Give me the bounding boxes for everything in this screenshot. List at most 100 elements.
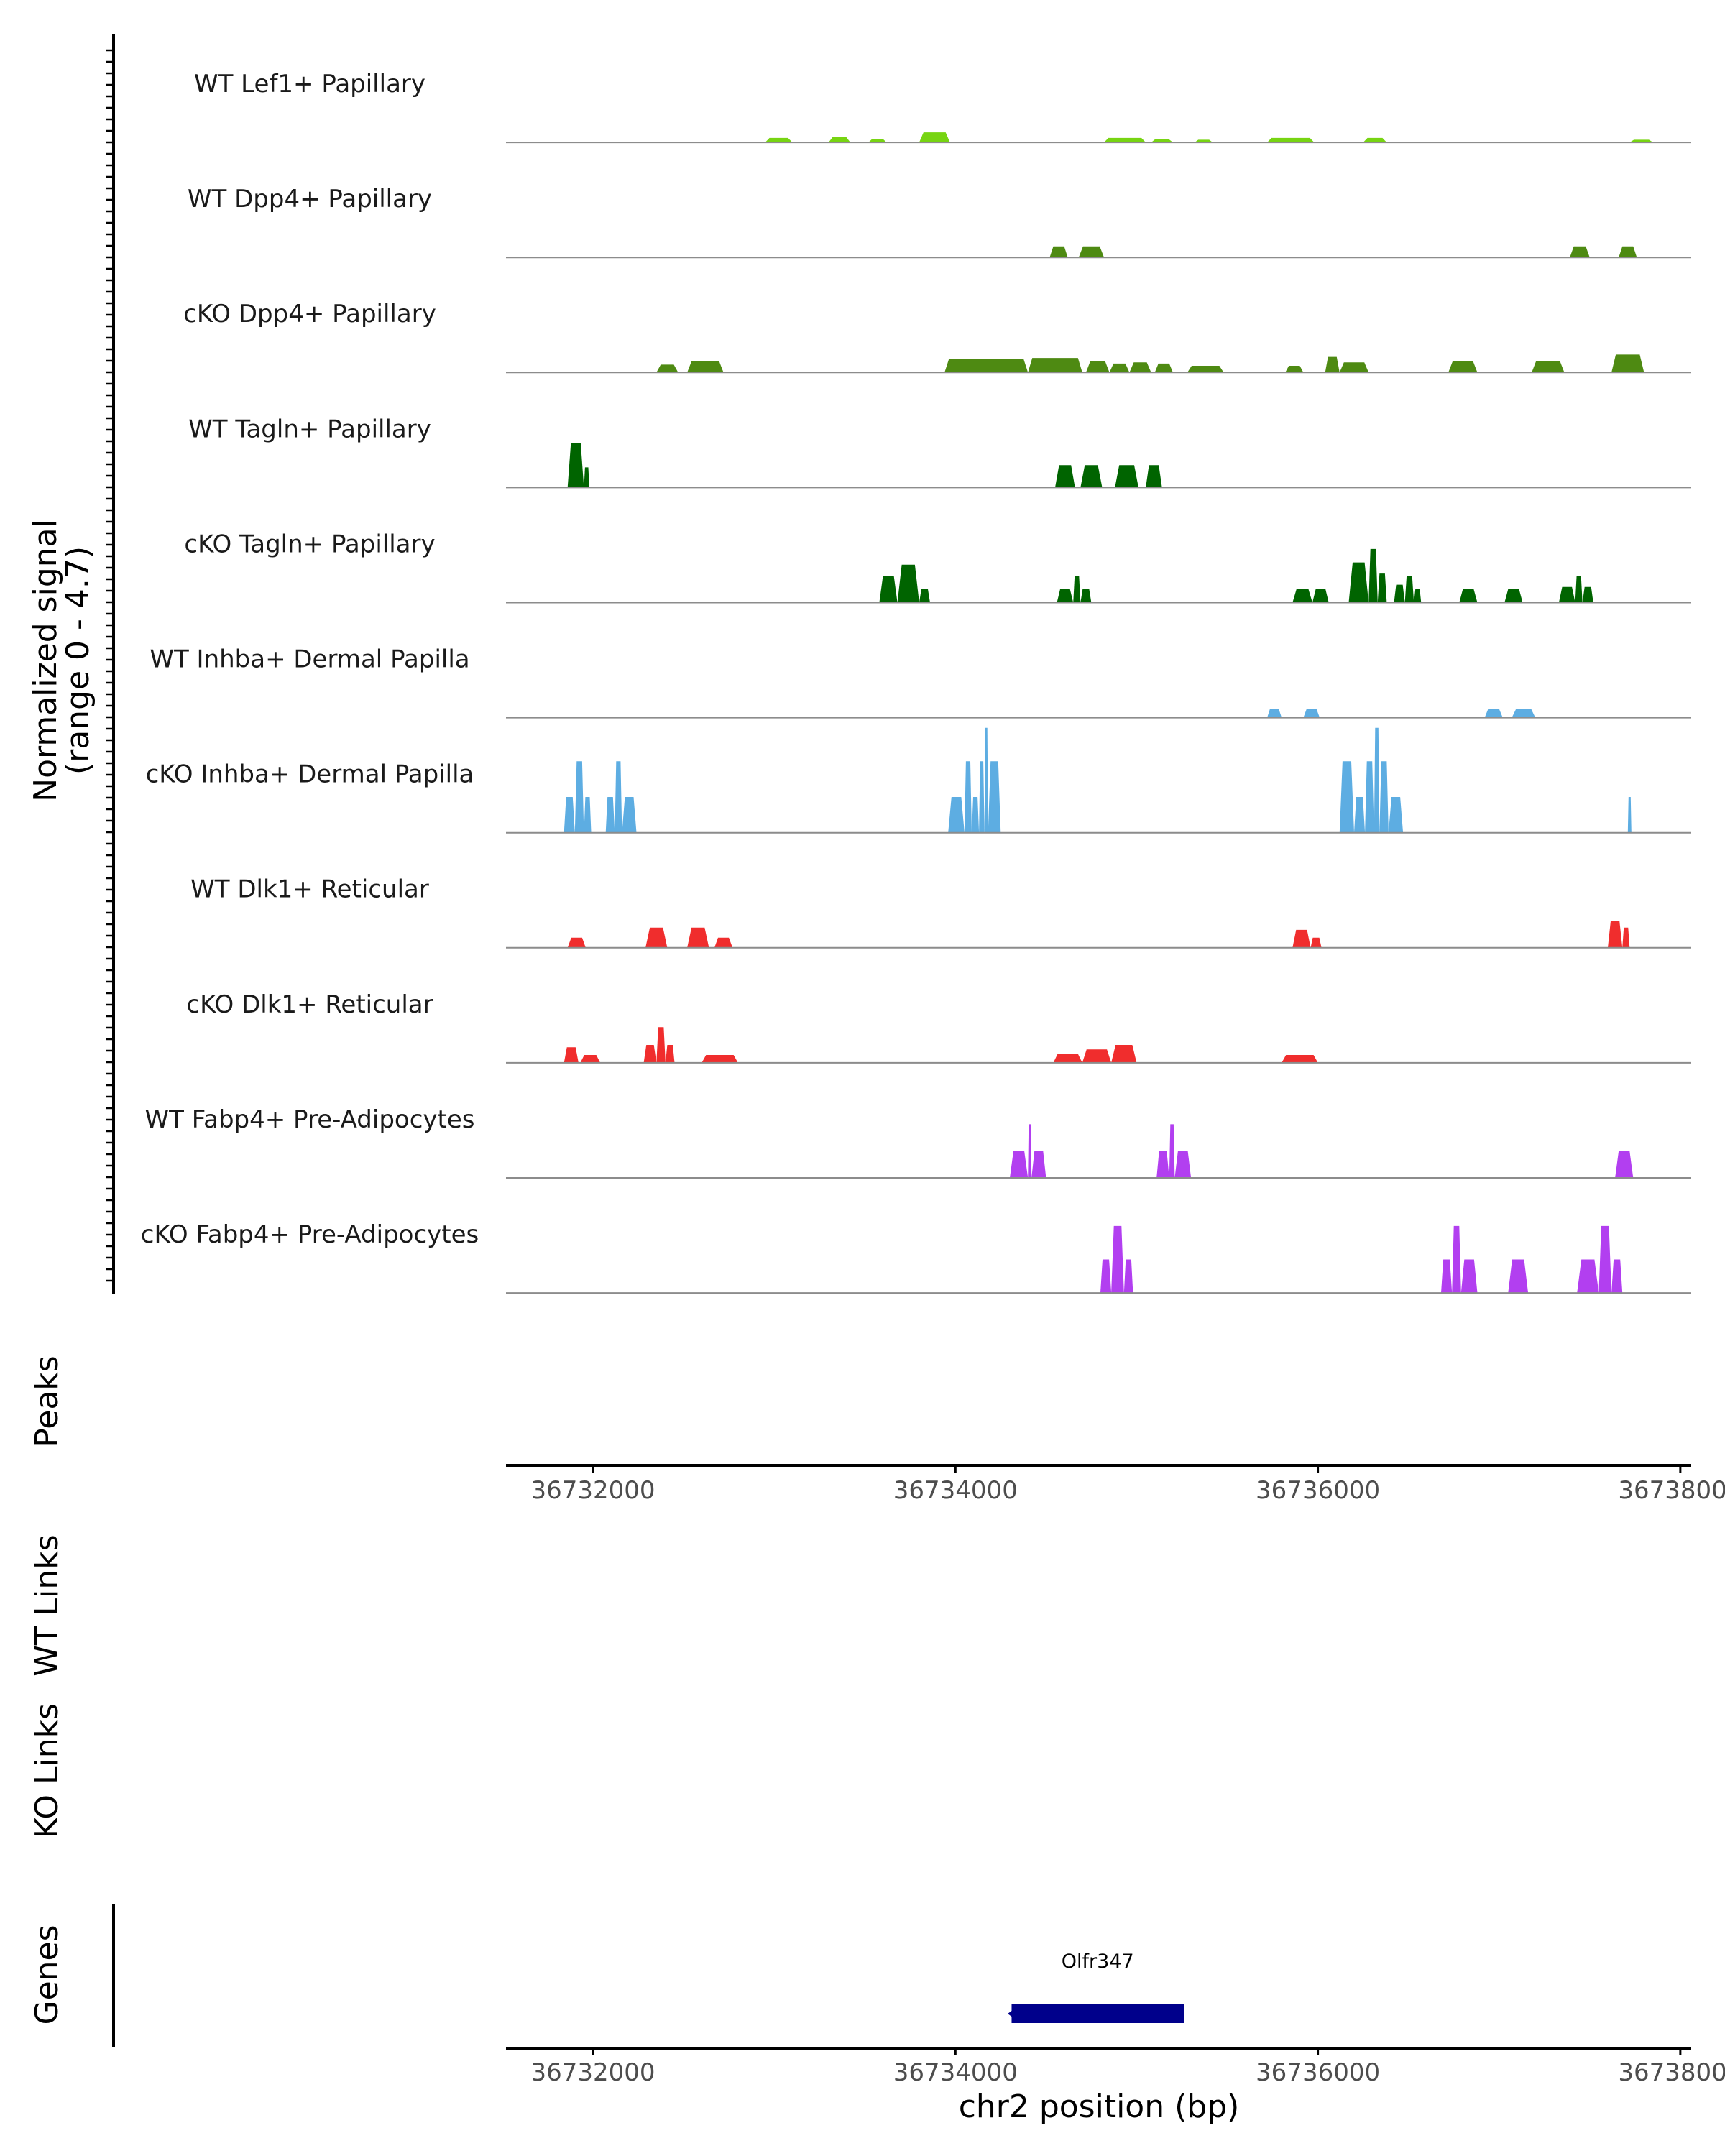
signal-peak	[1129, 362, 1151, 373]
signal-peak	[1156, 1151, 1169, 1178]
signal-peak	[1484, 709, 1503, 718]
signal-peak	[656, 364, 678, 373]
track-10: WT Fabp4+ Pre-Adipocytes	[145, 1105, 1691, 1179]
signal-peak	[919, 589, 930, 603]
signal-peak	[1508, 1259, 1529, 1294]
signal-peak	[1154, 363, 1173, 373]
signal-peak	[1622, 927, 1630, 948]
signal-peak	[1575, 576, 1583, 603]
signal-peak	[665, 1045, 675, 1063]
x-tick-label: 36736000	[1256, 1476, 1380, 1505]
signal-peak	[1582, 586, 1593, 603]
signal-y-ticks	[106, 49, 114, 1282]
signal-peak	[1608, 921, 1623, 948]
signal-peak	[1611, 1259, 1623, 1294]
gene-label: Olfr347	[1062, 1950, 1134, 1973]
signal-peak	[564, 1047, 579, 1063]
track-label: WT Fabp4+ Pre-Adipocytes	[145, 1105, 475, 1134]
track-label: WT Lef1+ Papillary	[194, 70, 426, 98]
signal-peak	[605, 797, 615, 833]
coverage-tracks: WT Lef1+ Papillary WT Dpp4+ Papillary cKO …	[141, 70, 1691, 1294]
signal-peak	[765, 137, 793, 143]
signal-peak	[1111, 1045, 1137, 1063]
signal-peak	[1312, 589, 1329, 603]
signal-peak	[1365, 761, 1374, 833]
signal-peak	[1354, 797, 1366, 833]
signal-peak	[1558, 586, 1576, 603]
signal-peak	[1570, 246, 1590, 258]
gene-body	[1011, 2004, 1184, 2023]
track-label: WT Inhba+ Dermal Papilla	[150, 645, 469, 674]
track-5: cKO Tagln+ Papillary	[184, 530, 1691, 604]
signal-peak	[1267, 709, 1282, 718]
signal-peak	[948, 797, 965, 833]
signal-peak	[645, 927, 668, 948]
track-label: WT Dlk1+ Reticular	[190, 875, 429, 904]
signal-peak	[868, 139, 887, 143]
genes-panel-label: Genes	[29, 1925, 65, 2024]
track-3: cKO Dpp4+ Papillary	[183, 300, 1691, 374]
signal-peak	[1292, 929, 1311, 948]
signal-peak	[1080, 465, 1103, 488]
signal-peak	[1115, 465, 1138, 488]
signal-peak	[615, 761, 622, 833]
signal-peak	[944, 359, 1029, 373]
track-8: WT Dlk1+ Reticular	[190, 875, 1691, 949]
ylabel-line1: Normalized signal	[27, 519, 64, 802]
signal-peak	[1615, 1151, 1634, 1178]
track-label: cKO Dpp4+ Papillary	[183, 300, 436, 328]
signal-peak	[1285, 366, 1304, 373]
signal-peak	[897, 564, 919, 603]
signal-peak	[1282, 1055, 1318, 1063]
signal-peak	[687, 927, 709, 948]
wt-links-panel-label: WT Links	[29, 1534, 65, 1676]
signal-peak	[972, 797, 980, 833]
track-label: cKO Tagln+ Papillary	[184, 530, 435, 558]
track-11: cKO Fabp4+ Pre-Adipocytes	[141, 1220, 1691, 1294]
x-tick-label: 36736000	[1256, 2058, 1380, 2087]
xlabel: chr2 position (bp)	[959, 2088, 1240, 2125]
signal-peak	[1394, 584, 1405, 603]
signal-peak	[1379, 761, 1389, 833]
signal-peak	[580, 1055, 601, 1063]
signal-peak	[1460, 1259, 1478, 1294]
signal-peak	[1459, 589, 1478, 603]
track-label: cKO Dlk1+ Reticular	[186, 990, 433, 1019]
signal-peak	[1339, 362, 1369, 373]
signal-peak	[687, 361, 724, 373]
signal-peak	[1414, 589, 1422, 603]
signal-peak	[1031, 1151, 1046, 1178]
track-9: cKO Dlk1+ Reticular	[186, 990, 1691, 1064]
signal-peak	[1057, 589, 1074, 603]
signal-peak	[1627, 797, 1632, 833]
signal-peak	[988, 761, 1001, 833]
x-tick-label: 36738000	[1618, 2058, 1725, 2087]
signal-peak	[1448, 361, 1478, 373]
signal-peak	[879, 576, 898, 603]
signal-peak	[584, 467, 589, 488]
signal-peak	[1368, 548, 1378, 603]
signal-peak	[1598, 1225, 1612, 1294]
signal-peak	[1303, 709, 1320, 718]
ylabel-line2: (range 0 - 4.7)	[60, 546, 96, 775]
x-tick-label: 36732000	[530, 2058, 655, 2087]
signal-peak	[1078, 246, 1105, 258]
signal-peak	[1169, 1124, 1175, 1178]
peaks-x-axis-ticks: 36732000 36734000 36736000 36738000	[530, 1465, 1725, 1505]
signal-peak	[1028, 1124, 1032, 1178]
signal-peak	[567, 937, 586, 948]
signal-peak	[564, 797, 575, 833]
signal-peak	[1310, 937, 1322, 948]
signal-peak	[919, 132, 950, 143]
track-6: WT Inhba+ Dermal Papilla	[150, 645, 1691, 719]
signal-peak	[1151, 139, 1173, 143]
signal-peak	[1441, 1259, 1453, 1294]
signal-peak	[1325, 356, 1340, 373]
signal-peak	[1123, 1259, 1133, 1294]
signal-peak	[1053, 1054, 1082, 1063]
signal-peak	[567, 443, 584, 488]
signal-peak	[702, 1055, 738, 1063]
x-tick-label: 36734000	[893, 1476, 1018, 1505]
signal-peak	[1187, 366, 1224, 373]
